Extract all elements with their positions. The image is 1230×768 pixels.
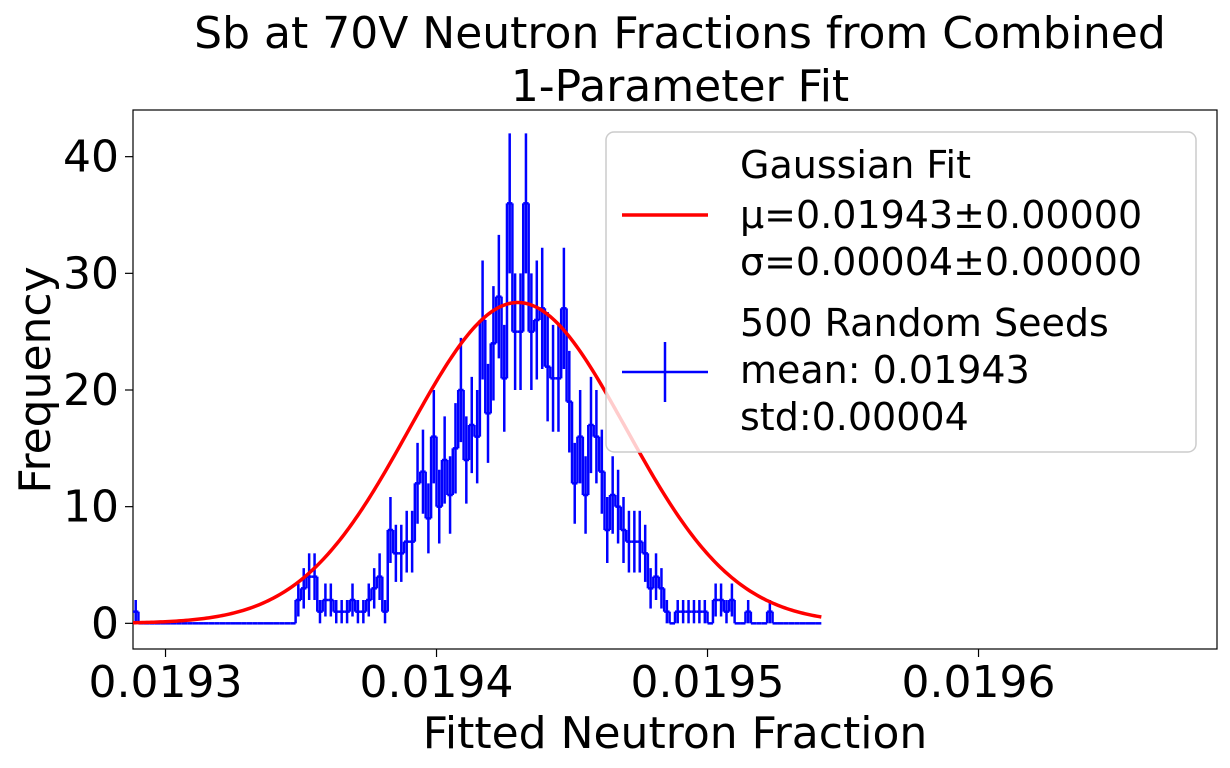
x-tick-label: 0.0196 <box>902 657 1056 708</box>
y-tick-label: 20 <box>63 365 119 416</box>
legend-histogram-std: std:0.00004 <box>740 395 969 439</box>
plot-area: 0.0193 0.0194 0.0195 0.0196 0 10 20 30 40 <box>63 109 1218 708</box>
legend-histogram-mean: mean: 0.01943 <box>740 348 1030 392</box>
histogram-series <box>133 202 822 625</box>
x-tick-label: 0.0194 <box>360 657 514 708</box>
y-axis-ticks: 0 10 20 30 40 <box>63 132 133 649</box>
chart-title: Sb at 70V Neutron Fractions from Combine… <box>194 8 1166 112</box>
error-bars <box>134 133 772 624</box>
legend-histogram-title: 500 Random Seeds <box>740 301 1109 345</box>
gaussian-fit-line <box>132 300 822 625</box>
y-tick-label: 0 <box>91 598 119 649</box>
chart-title-line-1: Sb at 70V Neutron Fractions from Combine… <box>194 8 1166 59</box>
y-tick-label: 10 <box>63 482 119 533</box>
legend-box <box>605 131 1197 453</box>
legend-gaussian-sigma: σ=0.00004±0.00000 <box>740 240 1142 284</box>
x-tick-label: 0.0195 <box>631 657 785 708</box>
chart-title-line-2: 1-Parameter Fit <box>511 61 849 112</box>
legend-gaussian-mu: μ=0.01943±0.00000 <box>740 193 1142 237</box>
x-axis-ticks: 0.0193 0.0194 0.0195 0.0196 <box>89 649 1056 708</box>
y-axis-label: Frequency <box>10 266 61 493</box>
x-tick-label: 0.0193 <box>89 657 243 708</box>
plot-frame <box>132 109 1218 650</box>
x-axis-label: Fitted Neutron Fraction <box>423 708 928 759</box>
y-tick-label: 40 <box>63 132 119 183</box>
legend-gaussian-title: Gaussian Fit <box>740 143 971 187</box>
legend: Gaussian Fit μ=0.01943±0.00000 σ=0.00004… <box>605 131 1197 453</box>
y-tick-label: 30 <box>63 248 119 299</box>
